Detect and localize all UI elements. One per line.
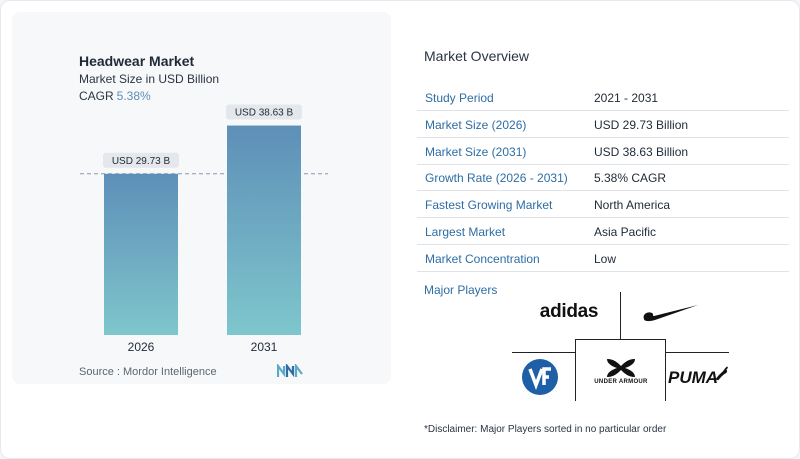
overview-label: Market Concentration — [425, 252, 540, 266]
logo-divider — [666, 352, 729, 353]
under-armour-logo: UNDER ARMOUR — [580, 348, 662, 394]
vf-logo-icon — [518, 357, 562, 397]
overview-value: USD 29.73 Billion — [594, 118, 689, 132]
major-players-title: Major Players — [424, 283, 498, 297]
logo-divider — [665, 339, 666, 401]
overview-row-market-size-2026: Market Size (2026) USD 29.73 Billion — [417, 111, 789, 138]
overview-value: Asia Pacific — [594, 225, 657, 239]
overview-row-largest-market: Largest Market Asia Pacific — [417, 218, 789, 245]
overview-label: Market Size (2031) — [425, 145, 527, 159]
under-armour-icon — [607, 359, 635, 377]
mordor-intelligence-logo-icon — [276, 362, 303, 383]
logo-divider — [575, 339, 576, 401]
puma-cat-icon — [715, 366, 728, 381]
logo-divider — [620, 292, 621, 340]
puma-logo: PUMA — [668, 360, 730, 396]
overview-row-fastest-growing: Fastest Growing Market North America — [417, 191, 789, 218]
overview-row-study-period: Study Period 2021 - 2031 — [417, 84, 789, 111]
chart-subtitle: Market Size in USD Billion — [79, 72, 220, 86]
overview-value: North America — [594, 198, 671, 212]
source-note: Source : Mordor Intelligence — [79, 366, 217, 378]
disclaimer: *Disclaimer: Major Players sorted in no … — [424, 424, 667, 435]
overview-value: 2021 - 2031 — [594, 91, 659, 105]
logo-divider — [575, 339, 666, 340]
overview-value: 5.38% CAGR — [594, 171, 667, 185]
logo-divider — [512, 352, 575, 353]
adidas-logo: adidas — [539, 301, 599, 322]
overview-label: Largest Market — [425, 225, 506, 239]
chart-card — [12, 12, 391, 384]
overview-label: Market Size (2026) — [425, 118, 527, 132]
overview-row-market-size-2031: Market Size (2031) USD 38.63 Billion — [417, 138, 789, 165]
overview-label: Growth Rate (2026 - 2031) — [425, 171, 568, 185]
cagr-value: 5.38% — [116, 89, 151, 103]
overview-label: Study Period — [425, 91, 494, 105]
cagr-label: CAGR — [79, 89, 114, 103]
overview-row-concentration: Market Concentration Low — [417, 245, 789, 272]
overview-value: USD 38.63 Billion — [594, 145, 689, 159]
overview-value: Low — [594, 252, 617, 266]
overview-row-growth-rate: Growth Rate (2026 - 2031) 5.38% CAGR — [417, 164, 789, 191]
nike-swoosh-icon — [635, 298, 705, 326]
cagr-line: CAGR 5.38% — [79, 89, 151, 103]
chart-title: Headwear Market — [79, 53, 195, 69]
overview-label: Fastest Growing Market — [425, 198, 553, 212]
overview-title: Market Overview — [424, 48, 530, 64]
